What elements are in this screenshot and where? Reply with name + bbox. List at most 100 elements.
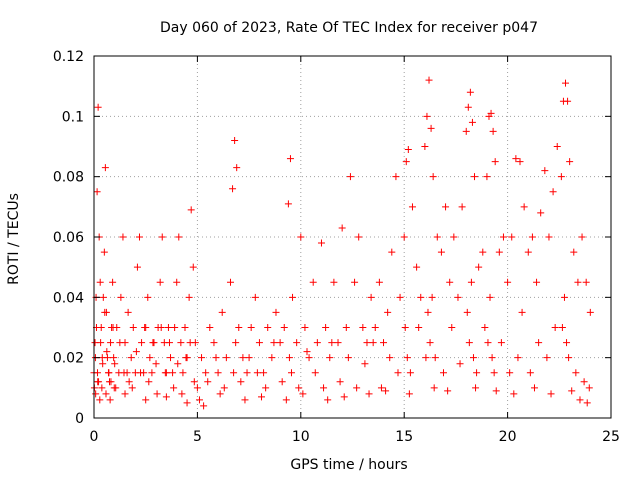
data-point: [564, 97, 572, 105]
data-point: [222, 354, 230, 362]
data-point: [471, 173, 479, 181]
data-point: [103, 354, 111, 362]
data-point: [392, 173, 400, 181]
data-points: [90, 76, 594, 410]
data-point: [181, 324, 189, 331]
data-point: [157, 324, 165, 331]
data-point: [186, 339, 194, 347]
data-point: [355, 233, 363, 241]
data-point: [241, 396, 249, 404]
data-point: [415, 324, 423, 331]
data-point: [394, 369, 402, 377]
data-point: [116, 339, 124, 347]
data-point: [530, 384, 538, 392]
data-point: [214, 369, 222, 377]
data-point: [425, 76, 433, 84]
data-point: [173, 278, 181, 286]
data-point: [287, 369, 295, 377]
data-point: [563, 339, 571, 347]
data-point: [570, 248, 578, 256]
data-point: [100, 248, 108, 256]
data-point: [446, 278, 454, 286]
data-point: [382, 387, 390, 395]
data-point: [448, 324, 456, 331]
data-point: [233, 164, 241, 172]
data-point: [169, 369, 177, 377]
data-point: [198, 354, 206, 362]
data-point: [386, 354, 394, 362]
data-point: [439, 369, 447, 377]
data-point: [549, 188, 557, 196]
data-point: [230, 369, 238, 377]
data-point: [220, 384, 228, 392]
data-point: [344, 354, 352, 362]
x-tick-label: 0: [90, 429, 99, 445]
data-point: [582, 278, 590, 286]
data-point: [437, 248, 445, 256]
data-point: [488, 354, 496, 362]
data-point: [282, 396, 290, 404]
data-point: [297, 233, 305, 241]
data-point: [239, 354, 247, 362]
data-point: [109, 324, 117, 331]
data-point: [572, 369, 580, 377]
data-point: [167, 354, 175, 362]
data-point: [545, 233, 553, 241]
data-point: [183, 399, 191, 407]
x-tick-label: 25: [602, 429, 620, 445]
data-point: [103, 348, 111, 356]
data-point: [428, 293, 436, 301]
data-point: [317, 239, 325, 247]
data-point: [468, 118, 476, 126]
data-point: [400, 233, 408, 241]
data-point: [408, 203, 416, 211]
data-point: [472, 384, 480, 392]
data-point: [369, 339, 377, 347]
data-point: [305, 354, 313, 362]
data-point: [490, 369, 498, 377]
data-point: [506, 369, 514, 377]
data-point: [97, 339, 105, 347]
y-tick-label: 0.12: [53, 49, 84, 65]
x-axis-label: GPS time / hours: [290, 457, 407, 473]
data-point: [99, 360, 107, 368]
data-point: [162, 393, 170, 401]
data-point: [229, 185, 237, 193]
data-point: [149, 339, 157, 347]
data-point: [200, 402, 208, 410]
data-point: [111, 360, 119, 368]
data-point: [101, 308, 109, 316]
data-point: [566, 158, 574, 166]
data-point: [311, 369, 319, 377]
data-point: [262, 384, 270, 392]
data-point: [326, 354, 334, 362]
data-point: [121, 390, 129, 398]
x-tick-labels: 0 5 10 15 20 25: [90, 429, 620, 445]
data-point: [375, 278, 383, 286]
data-point: [553, 143, 561, 150]
data-point: [533, 278, 541, 286]
data-point: [336, 378, 344, 386]
data-point: [171, 324, 179, 331]
data-point: [583, 399, 591, 407]
data-point: [371, 324, 379, 331]
data-point: [463, 308, 471, 316]
data-point: [98, 384, 106, 392]
data-point: [535, 339, 543, 347]
data-point: [396, 293, 404, 301]
data-point: [340, 393, 348, 401]
data-point: [442, 203, 450, 211]
x-tick-label: 15: [395, 429, 413, 445]
data-point: [433, 233, 441, 241]
y-tick-label: 0.08: [53, 170, 84, 186]
data-point: [562, 79, 570, 87]
x-tick-label: 5: [193, 429, 202, 445]
data-point: [353, 384, 361, 392]
data-point: [309, 278, 317, 286]
data-point: [543, 354, 551, 362]
data-point: [406, 369, 414, 377]
data-point: [253, 369, 261, 377]
axis-ticks: [93, 55, 612, 419]
data-point: [96, 278, 104, 286]
